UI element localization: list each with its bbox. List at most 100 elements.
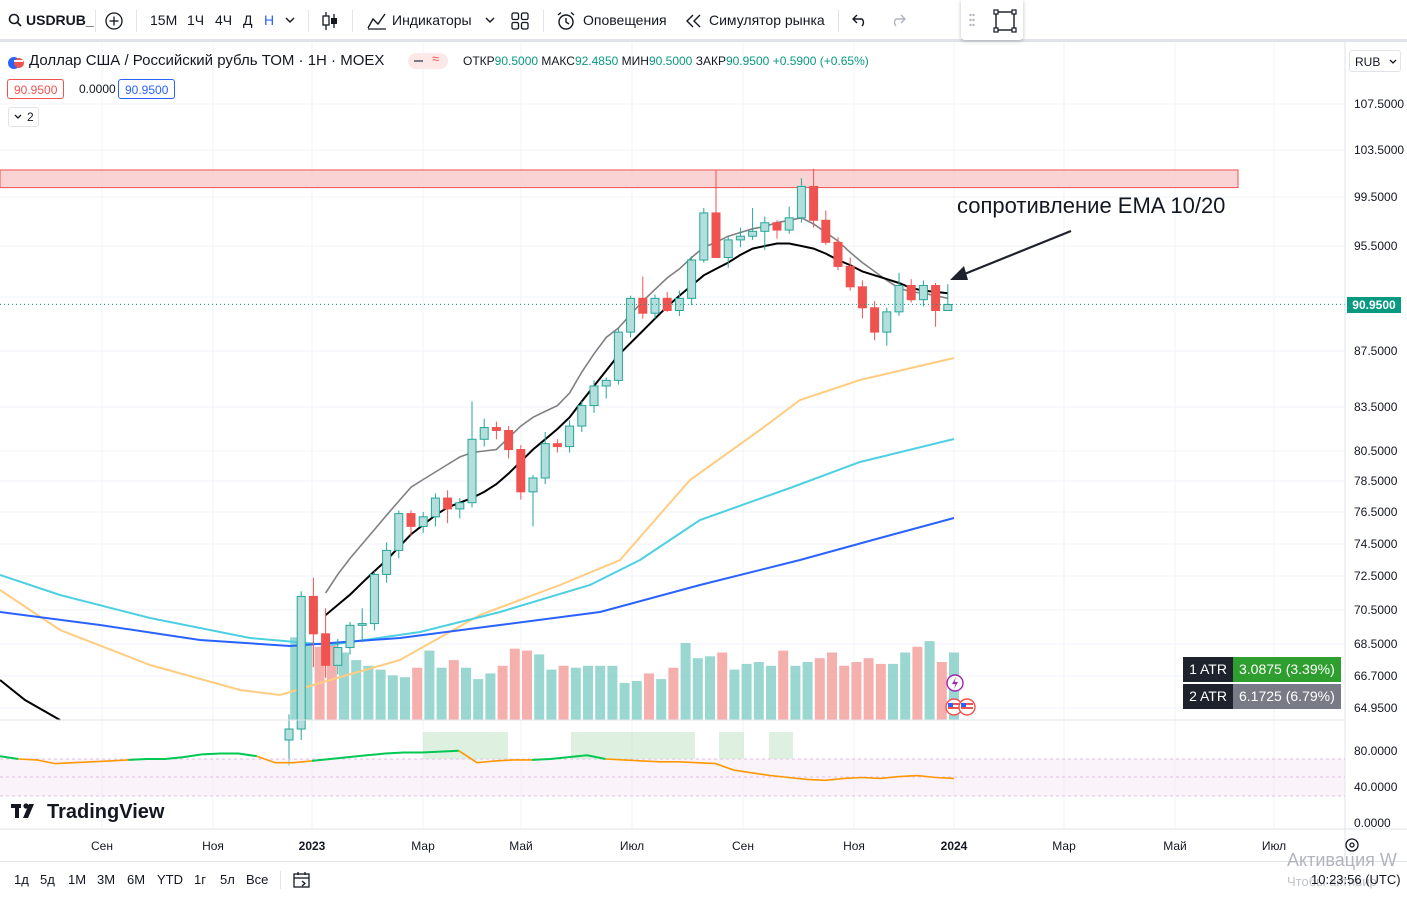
chevron-down-icon[interactable]	[485, 17, 495, 25]
price-chart[interactable]: TradingView сопротивление EMA 10/20	[0, 42, 1407, 861]
status-badge[interactable]: ≈	[408, 51, 448, 69]
time-tick-label: Июл	[1261, 839, 1287, 853]
drag-handle-icon[interactable]	[969, 13, 975, 27]
price-tick-label: 103.5000	[1354, 143, 1405, 157]
rsi-zone	[571, 732, 695, 759]
watermark-text: Активация W	[1287, 850, 1397, 870]
range-ytd[interactable]: YTD	[157, 872, 183, 887]
resistance-zone[interactable]	[0, 169, 1239, 189]
interval-1h[interactable]: 1Ч	[187, 12, 205, 28]
symbol-search[interactable]: USDRUB_	[26, 12, 94, 28]
replay-icon[interactable]	[685, 14, 703, 28]
annotation-arrow[interactable]	[950, 229, 1072, 280]
volume-bar	[900, 652, 911, 720]
candle-body	[394, 513, 404, 551]
interval-15m[interactable]: 15М	[150, 12, 178, 28]
chevron-down-icon[interactable]	[285, 17, 295, 25]
toolbar-divider	[838, 10, 839, 32]
volume-bar	[583, 665, 593, 720]
calendar-goto-icon[interactable]	[293, 872, 313, 889]
interval-day[interactable]: Д	[243, 12, 253, 28]
range-1m[interactable]: 1М	[68, 872, 87, 887]
rsi-zone	[719, 732, 744, 759]
time-tick-label: 2024	[940, 839, 968, 853]
undo-icon[interactable]	[851, 13, 869, 27]
volume-bar	[705, 656, 715, 720]
close-label: ЗАКР	[695, 54, 726, 68]
indicators-button[interactable]: Индикаторы	[392, 12, 472, 28]
candle-body	[577, 405, 587, 427]
ohlc-values: ОТКР90.5000 МАКС92.4850 МИН90.5000 ЗАКР9…	[463, 54, 869, 68]
gear-icon[interactable]	[1345, 838, 1359, 852]
fullscreen-icon[interactable]	[993, 9, 1017, 33]
range-1y[interactable]: 1г	[194, 872, 206, 887]
candle-body	[699, 212, 709, 261]
bottom-toolbar: 1д 5д 1М 3М 6М YTD 1г 5л Все Активация W…	[0, 850, 1407, 897]
volume-bar	[436, 667, 447, 720]
price-tick-label: 78.5000	[1354, 474, 1398, 488]
add-symbol-icon[interactable]	[104, 11, 124, 31]
volume-bar	[570, 667, 581, 720]
toolbar-divider	[543, 10, 544, 32]
candle-body	[565, 425, 575, 448]
low-value: 90.5000	[648, 54, 693, 68]
rsi-segment	[128, 752, 257, 761]
clock[interactable]: 10:23:56 (UTC)	[1311, 872, 1401, 887]
annotation-text[interactable]: сопротивление EMA 10/20	[957, 193, 1225, 218]
layouts-icon[interactable]	[511, 12, 529, 30]
candle-body	[833, 241, 843, 267]
range-all[interactable]: Все	[246, 872, 269, 887]
rsi-segment	[311, 749, 459, 762]
candle-body	[479, 427, 489, 440]
volume-bar	[668, 667, 679, 720]
redo-icon[interactable]	[889, 13, 907, 27]
buy-price-button[interactable]: 90.9500	[118, 79, 176, 99]
tradingview-logo-icon[interactable]	[11, 803, 34, 818]
candle-body	[455, 502, 465, 510]
range-3m[interactable]: 3М	[97, 872, 116, 887]
spread-value: 0.0000	[79, 82, 116, 96]
search-icon[interactable]	[8, 13, 22, 27]
range-6m[interactable]: 6М	[127, 872, 146, 887]
time-tick-label: Мар	[411, 839, 435, 853]
collapse-indicators-button[interactable]: 2	[8, 107, 39, 127]
time-tick-label: Ноя	[202, 839, 224, 853]
interval-4h[interactable]: 4Ч	[215, 12, 233, 28]
volume-bar	[400, 677, 410, 720]
volume-bar	[656, 679, 667, 720]
alerts-button[interactable]: Оповещения	[583, 12, 667, 28]
price-tick-label: 72.5000	[1354, 569, 1398, 583]
ema200-line	[0, 517, 955, 648]
currency-selector[interactable]: RUB	[1349, 50, 1401, 72]
us-flag-icon[interactable]	[958, 698, 976, 716]
range-5d[interactable]: 5д	[40, 872, 55, 887]
range-1d[interactable]: 1д	[14, 872, 29, 887]
rsi-line	[0, 749, 955, 782]
candle-body	[552, 443, 562, 448]
volume-bar	[790, 665, 801, 720]
candle-body	[345, 624, 355, 649]
high-value: 92.4850	[574, 54, 619, 68]
time-tick-label: Мар	[1052, 839, 1076, 853]
volume-bar	[766, 665, 776, 720]
market-replay-button[interactable]: Симулятор рынка	[709, 12, 825, 28]
volume-bar	[302, 644, 313, 720]
event-icon[interactable]	[946, 674, 964, 692]
interval-week[interactable]: Н	[264, 12, 275, 28]
candle-body	[650, 297, 660, 314]
indicators-icon[interactable]	[367, 12, 387, 30]
alert-clock-icon[interactable]	[556, 11, 576, 31]
candle-body	[638, 297, 648, 314]
ema-lines	[0, 216, 955, 721]
symbol-title[interactable]: Доллар США / Российский рубль ТОМ · 1Н ·…	[29, 52, 385, 69]
candle-body	[857, 286, 867, 309]
candle-body	[821, 219, 831, 243]
candle-body	[662, 297, 672, 312]
price-tick-label: 83.5000	[1354, 400, 1398, 414]
sell-price-button[interactable]: 90.9500	[7, 79, 65, 99]
range-5y[interactable]: 5л	[220, 872, 235, 887]
rsi-tick-label: 40.0000	[1354, 780, 1398, 794]
candle-body	[931, 285, 941, 311]
candle-style-icon[interactable]	[321, 11, 339, 31]
volume-bar	[912, 646, 923, 720]
